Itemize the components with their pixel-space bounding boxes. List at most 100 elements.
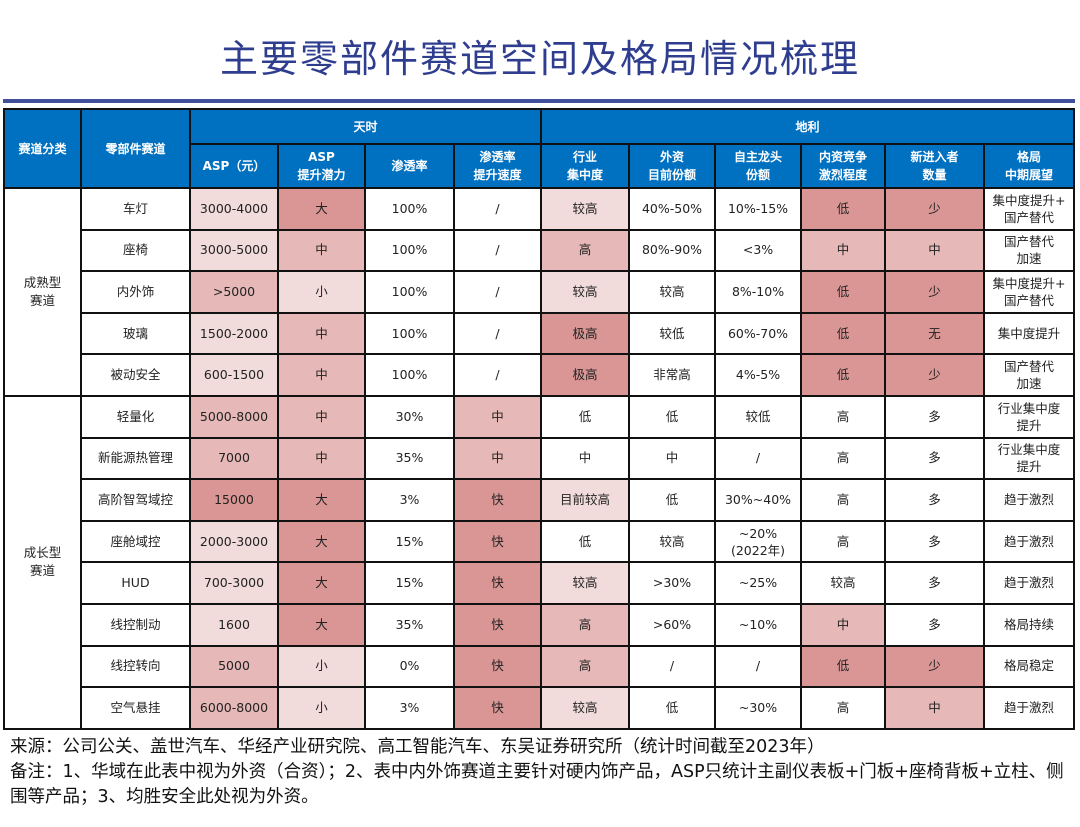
header-col: 渗透率 提升速度 <box>452 143 543 189</box>
page-title: 主要零部件赛道空间及格局情况梳理 <box>219 37 860 81</box>
value-cell: 高 <box>800 686 887 730</box>
value-cell: 快 <box>452 644 543 689</box>
category-cell: 成熟型 赛道 <box>3 187 82 397</box>
header-col: ASP（元） <box>189 143 279 189</box>
value-cell: 较低 <box>714 394 803 439</box>
value-cell: 高 <box>540 644 631 689</box>
value-cell: 低 <box>800 270 887 314</box>
header-col: 格局 中期展望 <box>983 143 1076 189</box>
value-cell: 3% <box>364 478 455 522</box>
value-cell: 中 <box>452 394 543 439</box>
value-cell: 极高 <box>540 353 631 397</box>
value-cell: 多 <box>884 436 986 481</box>
value-cell: 中 <box>800 228 887 273</box>
value-cell: 3% <box>364 686 455 730</box>
value-cell: 低 <box>628 686 717 730</box>
value-cell: 6000-8000 <box>189 686 279 730</box>
value-cell: 低 <box>800 187 887 231</box>
value-cell: 30% <box>364 394 455 439</box>
part-name-cell: 被动安全 <box>80 353 191 397</box>
value-cell: 100% <box>364 270 455 314</box>
value-cell: 低 <box>540 519 631 564</box>
value-cell: >5000 <box>189 270 279 314</box>
header-col: 新进入者 数量 <box>884 143 986 189</box>
part-name-cell: 座椅 <box>80 228 191 273</box>
part-name-cell: 内外饰 <box>80 270 191 314</box>
value-cell: 35% <box>364 602 455 647</box>
value-cell: ~20% (2022年) <box>714 519 803 564</box>
value-cell: 小 <box>277 644 366 689</box>
value-cell: 0% <box>364 644 455 689</box>
value-cell: 低 <box>800 353 887 397</box>
value-cell: 大 <box>277 187 366 231</box>
value-cell: 15% <box>364 561 455 605</box>
value-cell: 少 <box>884 644 986 689</box>
table-row: 线控制动 1600 大 35% 快高 >60% ~10% 中多格局持续 <box>4 602 1076 647</box>
value-cell: 高 <box>800 394 887 439</box>
category-cell: 成长型 赛道 <box>3 394 82 730</box>
table-row: 高阶智驾域控 15000 大 3% 快目前较高低 30%~40% 高多趋于激烈 <box>4 478 1076 522</box>
value-cell: 快 <box>452 478 543 522</box>
value-cell: 较高 <box>540 561 631 605</box>
table-row: 座椅 3000-5000 中 100% / 高 80%-90% <3% 中中国产替代 加速 <box>4 228 1076 273</box>
value-cell: 多 <box>884 561 986 605</box>
table-row: 空气悬挂 6000-8000 小 3% 快较高低 ~30% 高中趋于激烈 <box>4 686 1076 730</box>
value-cell: 少 <box>884 187 986 231</box>
value-cell: 40%-50% <box>628 187 717 231</box>
part-name-cell: 高阶智驾域控 <box>80 478 191 522</box>
header-group-dili: 地利 <box>540 108 1076 145</box>
value-cell: / <box>452 228 543 273</box>
value-cell: 较高 <box>540 270 631 314</box>
header-col: 渗透率 <box>364 143 455 189</box>
value-cell: 低 <box>628 478 717 522</box>
value-cell: 大 <box>277 561 366 605</box>
value-cell: 中 <box>540 436 631 481</box>
header-col: ASP 提升潜力 <box>277 143 366 189</box>
value-cell: 60%-70% <box>714 311 803 356</box>
title-divider <box>3 99 1075 103</box>
value-cell: 行业集中度 提升 <box>983 436 1076 481</box>
value-cell: 趋于激烈 <box>983 519 1076 564</box>
value-cell: 格局持续 <box>983 602 1076 647</box>
header-category: 赛道分类 <box>3 108 82 189</box>
value-cell: 多 <box>884 394 986 439</box>
value-cell: 30%~40% <box>714 478 803 522</box>
header-part: 零部件赛道 <box>80 108 191 189</box>
value-cell: 中 <box>277 436 366 481</box>
value-cell: 快 <box>452 519 543 564</box>
value-cell: 行业集中度 提升 <box>983 394 1076 439</box>
value-cell: / <box>628 644 717 689</box>
value-cell: 大 <box>277 519 366 564</box>
value-cell: 中 <box>628 436 717 481</box>
value-cell: 快 <box>452 686 543 730</box>
value-cell: 15000 <box>189 478 279 522</box>
table-row: 被动安全 600-1500 中 100% / 极高 非常高 4%-5% 低少国产替代 加速 <box>4 353 1076 397</box>
value-cell: 3000-5000 <box>189 228 279 273</box>
value-cell: 快 <box>452 602 543 647</box>
part-name-cell: 新能源热管理 <box>80 436 191 481</box>
value-cell: 小 <box>277 686 366 730</box>
table-row: 新能源热管理 7000 中 35% 中中中 / 高多行业集中度 提升 <box>4 436 1076 481</box>
part-name-cell: 玻璃 <box>80 311 191 356</box>
value-cell: 5000 <box>189 644 279 689</box>
value-cell: 格局稳定 <box>983 644 1076 689</box>
value-cell: 趋于激烈 <box>983 686 1076 730</box>
value-cell: 3000-4000 <box>189 187 279 231</box>
value-cell: 无 <box>884 311 986 356</box>
value-cell: 中 <box>277 394 366 439</box>
value-cell: 较高 <box>628 519 717 564</box>
track-table: 赛道分类 零部件赛道 天时 地利 ASP（元） ASP 提升潜力 渗透率 渗透率 提升… <box>3 108 1076 730</box>
value-cell: / <box>714 436 803 481</box>
part-name-cell: 座舱域控 <box>80 519 191 564</box>
value-cell: 高 <box>540 228 631 273</box>
value-cell: 高 <box>800 436 887 481</box>
value-cell: 高 <box>540 602 631 647</box>
value-cell: / <box>714 644 803 689</box>
value-cell: 趋于激烈 <box>983 561 1076 605</box>
value-cell: ~30% <box>714 686 803 730</box>
value-cell: 2000-3000 <box>189 519 279 564</box>
value-cell: 1500-2000 <box>189 311 279 356</box>
value-cell: / <box>452 270 543 314</box>
value-cell: ~10% <box>714 602 803 647</box>
value-cell: 集中度提升+ 国产替代 <box>983 270 1076 314</box>
